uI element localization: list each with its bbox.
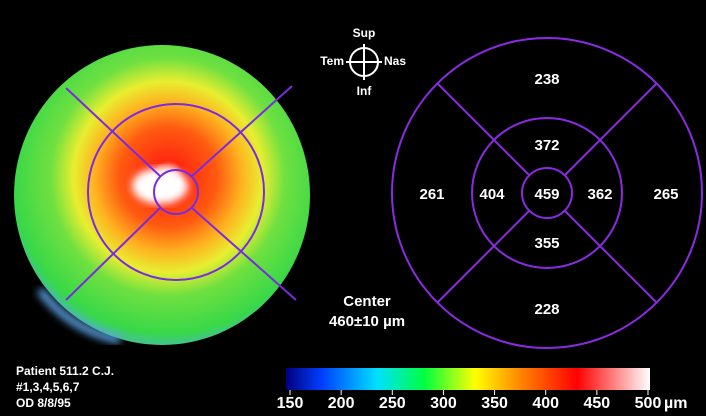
compass-label: Inf — [357, 84, 373, 98]
sector-value: 265 — [653, 186, 678, 203]
center-value: 460±10 µm — [329, 313, 405, 330]
patient-info: #1,3,4,5,6,7 — [16, 380, 80, 394]
sector-value: 238 — [534, 71, 559, 88]
compass-label: Tem — [320, 54, 344, 68]
colorbar-tick-label: 400 — [532, 395, 559, 412]
sector-value: 355 — [534, 235, 559, 252]
center-label: Center — [343, 293, 391, 310]
sector-value: 362 — [587, 186, 612, 203]
compass-label: Nas — [384, 54, 406, 68]
screen: Sup Tem Nas Inf 238 372 261 404 459 362 … — [0, 0, 706, 416]
sector-value: 372 — [534, 137, 559, 154]
colorbar-tick-label: 150 — [277, 395, 304, 412]
colorbar-tick-label: 300 — [430, 395, 457, 412]
colorbar — [286, 368, 650, 390]
sector-value: 228 — [534, 301, 559, 318]
colorbar-tick-label: 350 — [481, 395, 508, 412]
patient-info: Patient 511.2 C.J. — [16, 364, 114, 378]
colorbar-tick-label: 250 — [379, 395, 406, 412]
colorbar-tick-label: 500 — [635, 395, 662, 412]
compass-label: Sup — [353, 26, 376, 40]
thickness-map — [14, 45, 310, 345]
colorbar-tick-label: 200 — [328, 395, 355, 412]
compass: Sup Tem Nas Inf — [320, 26, 406, 98]
colorbar-tick-label: 450 — [584, 395, 611, 412]
sector-value: 261 — [419, 186, 444, 203]
sector-value: 459 — [534, 186, 559, 203]
colorbar-unit: µm — [664, 395, 687, 412]
patient-info: OD 8/8/95 — [16, 396, 71, 410]
sector-value: 404 — [479, 186, 505, 203]
